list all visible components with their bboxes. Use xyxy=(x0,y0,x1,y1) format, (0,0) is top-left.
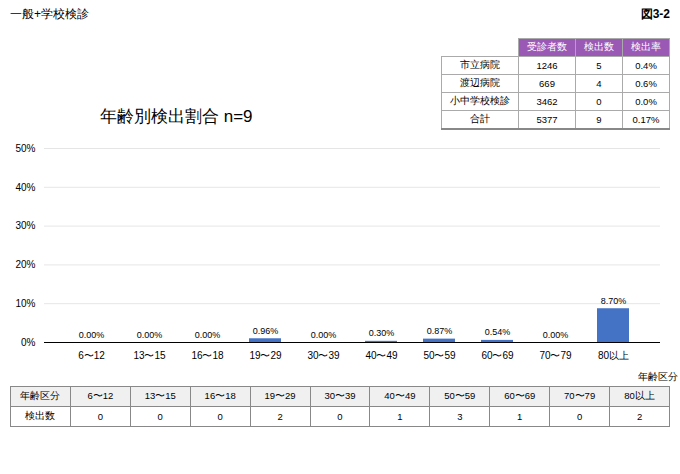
html-text:検出率: 検出率 xyxy=(631,41,661,52)
svg-text:0.96%: 0.96% xyxy=(253,326,279,336)
svg-text:6〜12: 6〜12 xyxy=(78,350,105,361)
html-text:0: 0 xyxy=(97,411,103,422)
html-text:2: 2 xyxy=(636,411,643,422)
html-text:16〜18: 16〜18 xyxy=(204,390,236,401)
html-text:1246: 1246 xyxy=(536,60,558,71)
html-text:小中学校検診: 小中学校検診 xyxy=(450,95,510,106)
html-text:0: 0 xyxy=(596,96,602,107)
html-text:60〜69: 60〜69 xyxy=(504,390,536,401)
svg-text:0.00%: 0.00% xyxy=(543,330,569,340)
svg-text:13〜15: 13〜15 xyxy=(133,350,166,361)
html-text:50〜59: 50〜59 xyxy=(444,390,476,401)
html-text:図3-2: 図3-2 xyxy=(640,7,670,21)
svg-text:0.30%: 0.30% xyxy=(369,328,395,338)
svg-text:50〜59: 50〜59 xyxy=(423,350,456,361)
svg-text:0.00%: 0.00% xyxy=(311,330,337,340)
svg-text:20%: 20% xyxy=(15,259,35,270)
html-text:4: 4 xyxy=(596,78,602,89)
svg-text:0.54%: 0.54% xyxy=(485,327,511,337)
html-text:0: 0 xyxy=(217,411,223,422)
html-text:5377: 5377 xyxy=(536,114,558,125)
svg-text:10%: 10% xyxy=(15,298,35,309)
svg-text:0%: 0% xyxy=(21,337,36,348)
svg-text:40%: 40% xyxy=(15,182,35,193)
html-text:3462: 3462 xyxy=(536,96,558,107)
html-text:渡辺病院: 渡辺病院 xyxy=(460,77,500,88)
html-text:0: 0 xyxy=(157,411,163,422)
html-text:30〜39: 30〜39 xyxy=(324,390,356,401)
html-text:年齢別検出割合 n=9: 年齢別検出割合 n=9 xyxy=(100,107,253,126)
html-text:0: 0 xyxy=(577,411,583,422)
html-text:年齢区分: 年齢区分 xyxy=(20,390,61,401)
html-text:19〜29: 19〜29 xyxy=(264,390,296,401)
svg-text:30%: 30% xyxy=(15,220,35,231)
html-text:2: 2 xyxy=(277,411,283,422)
svg-text:0.00%: 0.00% xyxy=(195,330,221,340)
svg-text:80以上: 80以上 xyxy=(598,350,629,361)
html-text:検出数: 検出数 xyxy=(584,41,614,52)
svg-text:0.87%: 0.87% xyxy=(427,326,453,336)
html-text:13〜15: 13〜15 xyxy=(144,390,176,401)
svg-text:19〜29: 19〜29 xyxy=(249,350,282,361)
html-text:0.0%: 0.0% xyxy=(635,96,657,107)
svg-text:30〜39: 30〜39 xyxy=(307,350,340,361)
html-text:1: 1 xyxy=(397,411,403,422)
svg-text:0.00%: 0.00% xyxy=(79,330,105,340)
html-text:合計: 合計 xyxy=(470,113,490,124)
html-text:3: 3 xyxy=(457,411,463,422)
html-text:0.6%: 0.6% xyxy=(635,78,657,89)
html-text:0: 0 xyxy=(337,411,343,422)
svg-text:50%: 50% xyxy=(15,143,35,154)
svg-text:40〜49: 40〜49 xyxy=(365,350,398,361)
html-text:0.17%: 0.17% xyxy=(632,114,660,125)
html-text:受診者数: 受診者数 xyxy=(527,41,567,52)
html-text:0.4%: 0.4% xyxy=(635,60,657,71)
html-text:市立病院: 市立病院 xyxy=(460,59,500,70)
svg-text:0.00%: 0.00% xyxy=(137,330,163,340)
html-text:5: 5 xyxy=(596,60,602,71)
svg-text:16〜18: 16〜18 xyxy=(191,350,224,361)
html-text:9: 9 xyxy=(596,114,602,125)
svg-text:70〜79: 70〜79 xyxy=(539,350,572,361)
html-text:40〜49: 40〜49 xyxy=(384,390,416,401)
svg-text:年齢区分: 年齢区分 xyxy=(638,371,678,382)
html-text:1: 1 xyxy=(517,411,523,422)
svg-text:60〜69: 60〜69 xyxy=(481,350,514,361)
html-text:一般+学校検診: 一般+学校検診 xyxy=(10,7,89,21)
html-text:80以上: 80以上 xyxy=(624,390,655,401)
html-text:検出数: 検出数 xyxy=(25,410,56,421)
svg-text:8.70%: 8.70% xyxy=(601,296,627,306)
html-text:70〜79: 70〜79 xyxy=(564,390,596,401)
html-text:6〜12: 6〜12 xyxy=(87,390,114,401)
html-text:669: 669 xyxy=(539,78,555,89)
